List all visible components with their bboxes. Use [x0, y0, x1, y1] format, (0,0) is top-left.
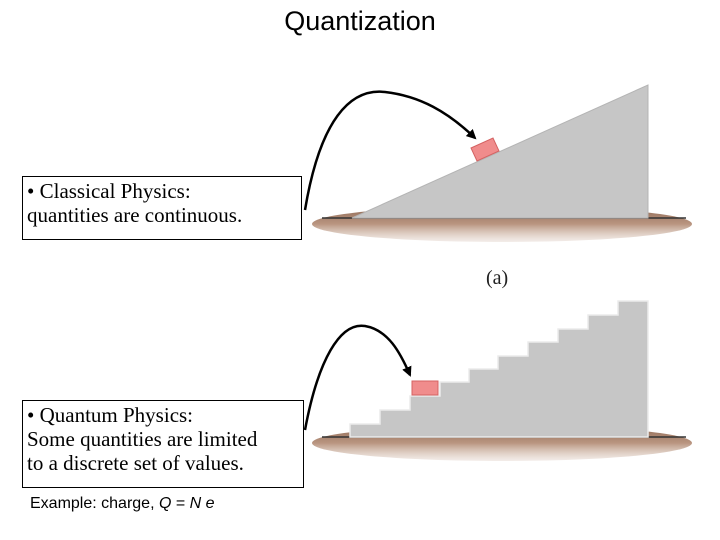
quantum-line-1: • Quantum Physics: [27, 403, 194, 427]
classical-physics-box: • Classical Physics: quantities are cont… [22, 176, 302, 240]
staircase [349, 300, 649, 438]
quantum-physics-box: • Quantum Physics: Some quantities are l… [22, 400, 304, 488]
quantum-line-2: Some quantities are limited [27, 427, 258, 451]
incline-ramp [351, 84, 649, 219]
block-on-incline [470, 137, 500, 162]
quantum-line-3: to a discrete set of values. [27, 451, 244, 475]
example-eq: = [171, 495, 190, 512]
classical-line-1: • Classical Physics: [27, 179, 191, 203]
example-e: e [205, 495, 215, 512]
example-n: N [189, 495, 202, 512]
example-q: Q [158, 495, 172, 512]
classical-line-2: quantities are continuous. [27, 203, 243, 227]
block-on-step [411, 380, 439, 396]
trajectory-arrow-bottom [303, 324, 412, 431]
figure-label: (a) [486, 267, 509, 289]
page-title: Quantization [284, 6, 436, 36]
staircase-scene [303, 300, 692, 461]
charge-example: Example: charge, Q = N e [30, 495, 215, 513]
trajectory-arrow [303, 90, 477, 211]
example-prefix: Example: charge, [30, 495, 159, 512]
continuous-incline-scene [303, 84, 692, 242]
